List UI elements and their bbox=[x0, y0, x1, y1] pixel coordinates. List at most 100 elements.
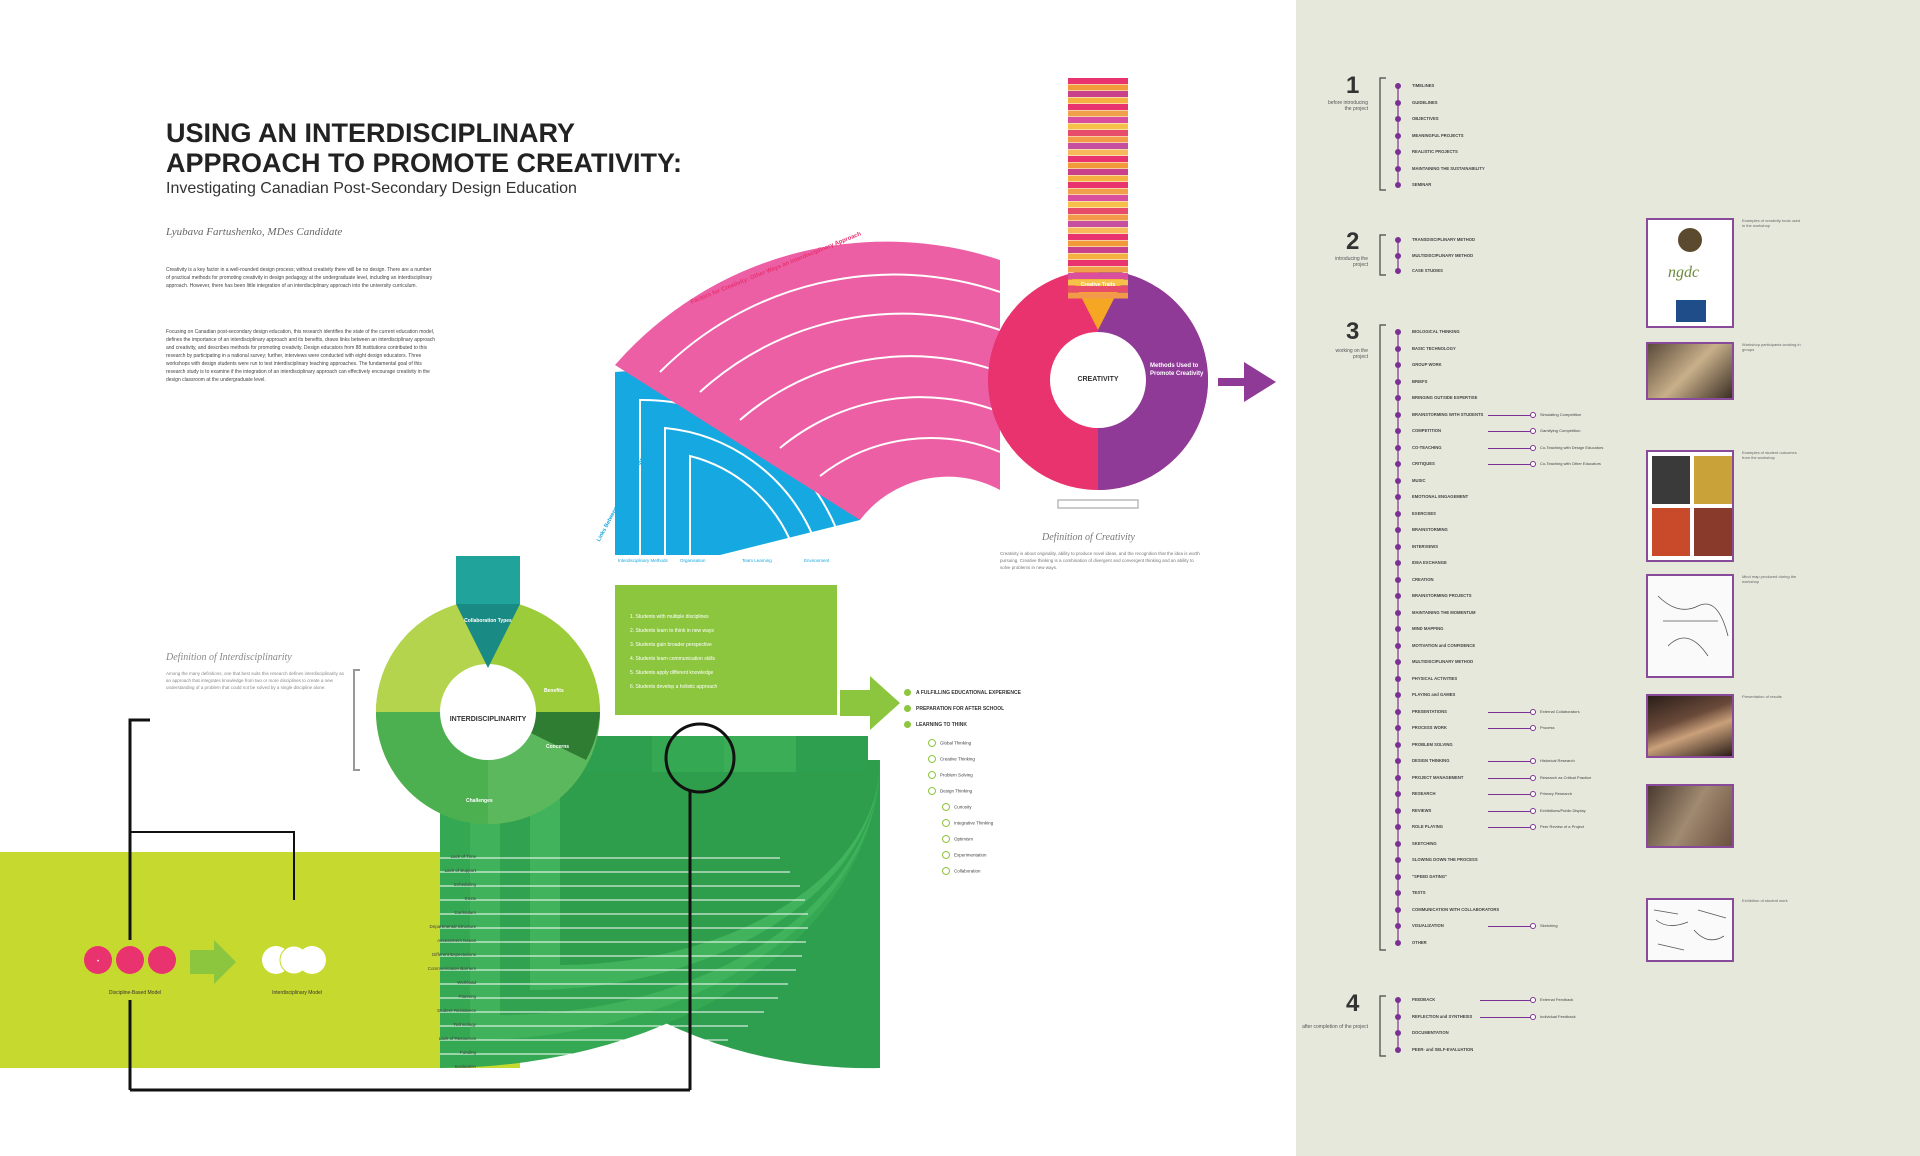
photo-exhibition bbox=[1646, 784, 1734, 848]
thinking-dot bbox=[942, 850, 950, 859]
thinking-item: Creative Thinking bbox=[928, 750, 975, 768]
process-dot bbox=[1395, 593, 1401, 599]
process-item: BRAINSTORMING PROJECTS bbox=[1412, 593, 1472, 598]
thinking-label: Collaboration bbox=[954, 868, 981, 874]
sub-item: Exhibitions/Public Display bbox=[1540, 807, 1586, 813]
process-item: MIND MAPPING bbox=[1412, 626, 1444, 631]
intro-paragraph-2: Focusing on Canadian post-secondary desi… bbox=[166, 329, 436, 383]
process-item: CREATION bbox=[1412, 576, 1434, 582]
challenge-item: Assessment Issues bbox=[437, 938, 476, 943]
trait-bar bbox=[1068, 182, 1128, 188]
challenge-item: Departmental Structure bbox=[429, 924, 476, 929]
process-dot bbox=[1395, 659, 1401, 665]
sub-connector bbox=[1480, 1016, 1532, 1018]
sub-connector bbox=[1488, 827, 1532, 828]
process-item: IDEA EXCHANGE bbox=[1412, 560, 1447, 565]
process-item: REVIEWS bbox=[1412, 807, 1432, 813]
sub-connector bbox=[1488, 777, 1532, 779]
process-item: DESIGN THINKING bbox=[1412, 758, 1450, 763]
process-dot bbox=[1395, 83, 1401, 89]
trait-bar bbox=[1068, 169, 1128, 175]
process-item: BIOLOGICAL THINKING bbox=[1412, 329, 1460, 334]
trait-bar bbox=[1068, 195, 1128, 201]
sub-item: External Feedback bbox=[1540, 997, 1574, 1002]
process-dot bbox=[1395, 1030, 1401, 1036]
photo-sketches bbox=[1646, 898, 1734, 962]
process-dot bbox=[1395, 741, 1401, 748]
process-dot bbox=[1395, 1046, 1401, 1053]
trait-bar bbox=[1068, 143, 1128, 149]
outcome-item: LEARNING TO THINK bbox=[904, 716, 967, 734]
process-dot bbox=[1395, 494, 1401, 500]
process-dot bbox=[1395, 675, 1401, 682]
trait-bar bbox=[1068, 97, 1128, 104]
benefit-item: 1. Students with multiple disciplines bbox=[630, 614, 709, 620]
process-dot bbox=[1395, 345, 1401, 352]
thinking-item: Experimentation bbox=[942, 846, 987, 864]
process-item: SLOWING DOWN THE PROCESS bbox=[1412, 857, 1478, 862]
step-caption-4: after completion of the project bbox=[1302, 1024, 1368, 1030]
interdisciplinarity-definition-text: Among the many definitions, one that bes… bbox=[166, 671, 344, 690]
trait-bar bbox=[1068, 286, 1128, 292]
process-dot bbox=[1395, 252, 1401, 259]
process-dot bbox=[1395, 708, 1401, 715]
trait-bar bbox=[1068, 260, 1128, 266]
challenges-label: Challenges bbox=[466, 798, 493, 804]
trait-bar bbox=[1068, 104, 1128, 110]
highlight-circle bbox=[664, 722, 736, 794]
sub-dot bbox=[1530, 758, 1536, 764]
process-dot bbox=[1395, 997, 1401, 1003]
process-dot bbox=[1395, 692, 1401, 698]
sub-item: Process bbox=[1540, 725, 1555, 730]
process-dot bbox=[1395, 824, 1401, 830]
trait-bar bbox=[1068, 266, 1128, 273]
benefit-item: 5. Students apply different knowledge bbox=[630, 670, 714, 676]
creative-traits-column bbox=[1068, 78, 1128, 299]
concerns-label: Concerns bbox=[546, 744, 570, 750]
process-dot bbox=[1395, 149, 1401, 155]
process-dot bbox=[1395, 395, 1401, 401]
process-item: GUIDELINES bbox=[1412, 99, 1438, 105]
sub-dot bbox=[1530, 444, 1536, 451]
trait-bar bbox=[1068, 130, 1128, 136]
benefit-item: 4. Students learn communication skills bbox=[630, 656, 716, 662]
title-line-1: USING AN INTERDISCIPLINARY bbox=[166, 118, 576, 148]
process-dot bbox=[1395, 165, 1401, 172]
sub-connector bbox=[1488, 447, 1532, 449]
process-dot bbox=[1395, 99, 1401, 106]
links-category-label: Organisation bbox=[680, 558, 706, 563]
trait-bar bbox=[1068, 156, 1128, 162]
outcome-dot bbox=[904, 705, 911, 713]
sub-item: Co-Teaching with Other Educators bbox=[1540, 461, 1601, 466]
trait-bar bbox=[1068, 123, 1128, 130]
process-dot bbox=[1395, 428, 1401, 434]
process-item: DOCUMENTATION bbox=[1412, 1030, 1449, 1035]
outcome-item: PREPARATION FOR AFTER SCHOOL bbox=[904, 700, 1004, 718]
sub-item: Gamifying Competition bbox=[1540, 428, 1581, 433]
thinking-item: Curiosity bbox=[942, 798, 972, 816]
process-dot bbox=[1395, 840, 1401, 847]
trait-bar bbox=[1068, 110, 1128, 117]
process-item: SKETCHING bbox=[1412, 840, 1437, 846]
sub-item: Individual Feedback bbox=[1540, 1013, 1576, 1019]
thinking-label: Global Thinking bbox=[940, 740, 972, 746]
sub-dot bbox=[1530, 824, 1536, 830]
photo-caption: Examples of creativity tools used in the… bbox=[1742, 218, 1801, 228]
process-dot bbox=[1395, 329, 1401, 335]
process-item: EXERCISES bbox=[1412, 510, 1436, 516]
process-dot bbox=[1395, 461, 1401, 467]
links-category-label: Interdisciplinary Methods bbox=[618, 558, 668, 563]
trait-bar bbox=[1068, 234, 1128, 240]
trait-bar bbox=[1068, 78, 1128, 84]
process-item: MAINTAINING THE SUSTAINABILITY bbox=[1412, 165, 1485, 171]
collaboration-types-label: Collaboration Types bbox=[464, 618, 512, 624]
process-dot bbox=[1395, 543, 1401, 550]
thinking-dot bbox=[942, 802, 950, 811]
trait-bar bbox=[1068, 91, 1128, 97]
trait-bar bbox=[1068, 292, 1128, 299]
thinking-item: Collaboration bbox=[942, 862, 981, 880]
process-dot bbox=[1395, 527, 1401, 533]
trait-bar bbox=[1068, 273, 1128, 279]
process-item: FEEDBACK bbox=[1412, 997, 1436, 1002]
trait-bar bbox=[1068, 175, 1128, 182]
